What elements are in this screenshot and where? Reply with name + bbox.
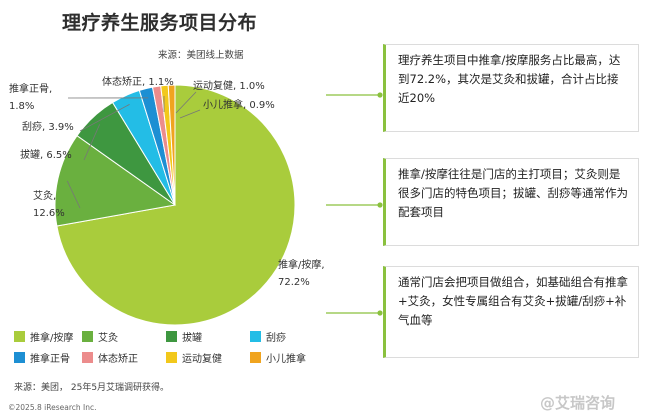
legend-swatch xyxy=(14,352,25,363)
legend-swatch xyxy=(14,331,25,342)
callout-box-1: 理疗养生项目中推拿/按摩服务占比最高，达到72.2%，其次是艾灸和拔罐，合计占比… xyxy=(383,44,639,132)
legend-label: 艾灸 xyxy=(98,333,118,344)
legend-swatch xyxy=(250,352,261,363)
data-labels: 推拿/按摩, 72.2% 艾灸, 12.6% 拔罐, 6.5% 刮痧, 3.9% 推拿正骨,… xyxy=(9,75,325,288)
copyright: ©2025.8 iResearch Inc. xyxy=(8,403,97,412)
leader-line-4 xyxy=(79,104,130,132)
legend-item-6: 体态矫正 xyxy=(82,350,138,365)
legend-swatch xyxy=(166,352,177,363)
data-label-5: 推拿正骨, 1.8% xyxy=(9,82,52,112)
chart-subtitle: 来源：美团线上数据 xyxy=(158,50,244,61)
legend-item-3: 拔罐 xyxy=(166,329,202,344)
legend-swatch xyxy=(166,331,177,342)
leader-line-3 xyxy=(83,124,101,161)
watermark: @艾瑞咨询 xyxy=(540,394,616,412)
legend-item-7: 运动复健 xyxy=(166,350,222,365)
legend-item-2: 艾灸 xyxy=(82,329,118,344)
callout-dot-1 xyxy=(377,92,383,98)
leader-line-8 xyxy=(179,109,201,119)
leader-line-2 xyxy=(66,180,81,209)
data-label-2: 艾灸, 12.6% xyxy=(33,189,65,219)
legend-label: 小儿推拿 xyxy=(266,354,306,365)
data-label-4: 刮痧, 3.9% xyxy=(22,120,74,133)
legend-swatch xyxy=(82,352,93,363)
data-label-7: 运动复健, 1.0% xyxy=(193,79,265,92)
pie-slice-8 xyxy=(167,84,176,206)
callout-connectors xyxy=(326,92,383,316)
data-label-3: 拔罐, 6.5% xyxy=(20,148,72,161)
legend-label: 推拿正骨 xyxy=(30,354,70,365)
label-leader-lines xyxy=(66,91,201,209)
legend-label: 运动复健 xyxy=(182,354,222,365)
pie-slice-1 xyxy=(56,84,296,326)
page-title: 理疗养生服务项目分布 xyxy=(62,12,258,34)
callout-dot-3 xyxy=(377,310,383,316)
legend-label: 拔罐 xyxy=(182,333,202,344)
legend-item-4: 刮痧 xyxy=(250,329,286,344)
callout-dot-2 xyxy=(377,202,383,208)
callout-box-2: 推拿/按摩往往是门店的主打项目；艾灸则是很多门店的特色项目；拔罐、刮痧等通常作为… xyxy=(383,158,639,246)
legend-item-8: 小儿推拿 xyxy=(250,350,306,365)
legend-item-1: 推拿/按摩 xyxy=(14,329,73,344)
legend-swatch xyxy=(82,331,93,342)
legend-swatch xyxy=(250,331,261,342)
leader-line-7 xyxy=(175,91,197,114)
legend-label: 体态矫正 xyxy=(98,354,138,365)
data-label-8: 小儿推拿, 0.9% xyxy=(203,98,275,111)
callout-box-3: 通常门店会把项目做组合，如基础组合有推拿+艾灸，女性专属组合有艾灸+拔罐/刮痧+… xyxy=(383,266,639,358)
legend-label: 推拿/按摩 xyxy=(30,333,74,344)
pie-slices xyxy=(54,84,296,326)
data-label-6: 体态矫正, 1.1% xyxy=(102,75,174,88)
data-label-1: 推拿/按摩, 72.2% xyxy=(278,258,325,288)
source-note: 来源：美团， 25年5月艾瑞调研获得。 xyxy=(14,383,170,393)
legend-label: 刮痧 xyxy=(266,333,286,344)
legend-item-5: 推拿正骨 xyxy=(14,350,70,365)
